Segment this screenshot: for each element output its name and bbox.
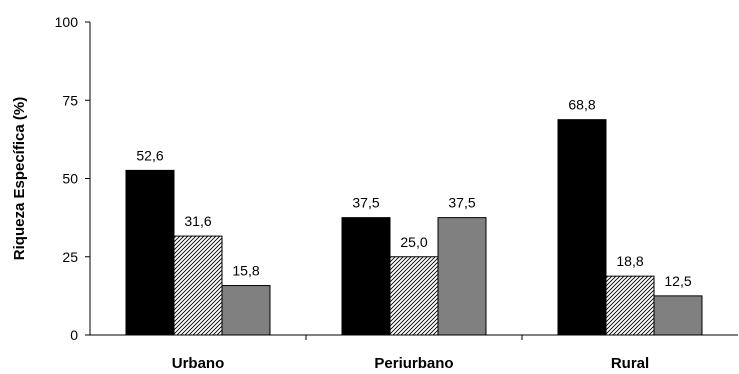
data-label: 31,6 xyxy=(184,213,211,229)
y-tick-label: 50 xyxy=(62,171,78,187)
data-label: 18,8 xyxy=(616,253,643,269)
data-label: 37,5 xyxy=(448,195,475,211)
bar-periurbano-2 xyxy=(389,256,439,336)
bars xyxy=(125,119,703,336)
data-label: 25,0 xyxy=(400,234,427,250)
y-tick-label: 75 xyxy=(62,92,78,108)
y-tick-label: 25 xyxy=(62,249,78,265)
y-tick-label: 0 xyxy=(70,327,78,343)
bar-urbano-3 xyxy=(221,285,271,336)
category-label: Urbano xyxy=(172,355,225,372)
bar-rural-1 xyxy=(557,119,607,336)
y-tick-label: 100 xyxy=(55,14,79,30)
y-axis-title: Riqueza Específica (%) xyxy=(11,97,28,260)
bar-urbano-2 xyxy=(173,235,223,336)
category-label: Periurbano xyxy=(374,355,453,372)
bar-urbano-1 xyxy=(125,169,175,336)
data-label: 37,5 xyxy=(352,195,379,211)
data-label: 15,8 xyxy=(232,263,259,279)
category-label: Rural xyxy=(611,355,649,372)
bar-rural-2 xyxy=(605,275,655,336)
bar-periurbano-1 xyxy=(341,217,391,336)
data-label: 52,6 xyxy=(136,147,163,163)
bar-periurbano-3 xyxy=(437,217,487,336)
bar-rural-3 xyxy=(653,295,703,336)
data-labels: 52,6 31,6 15,8 37,5 25,0 37,5 68,8 18,8 12,5 xyxy=(136,97,691,289)
y-axis-ticks: 0 25 50 75 100 xyxy=(55,14,90,343)
data-label: 68,8 xyxy=(568,97,595,113)
category-labels: Urbano Periurbano Rural xyxy=(172,335,649,372)
data-label: 12,5 xyxy=(664,273,691,289)
